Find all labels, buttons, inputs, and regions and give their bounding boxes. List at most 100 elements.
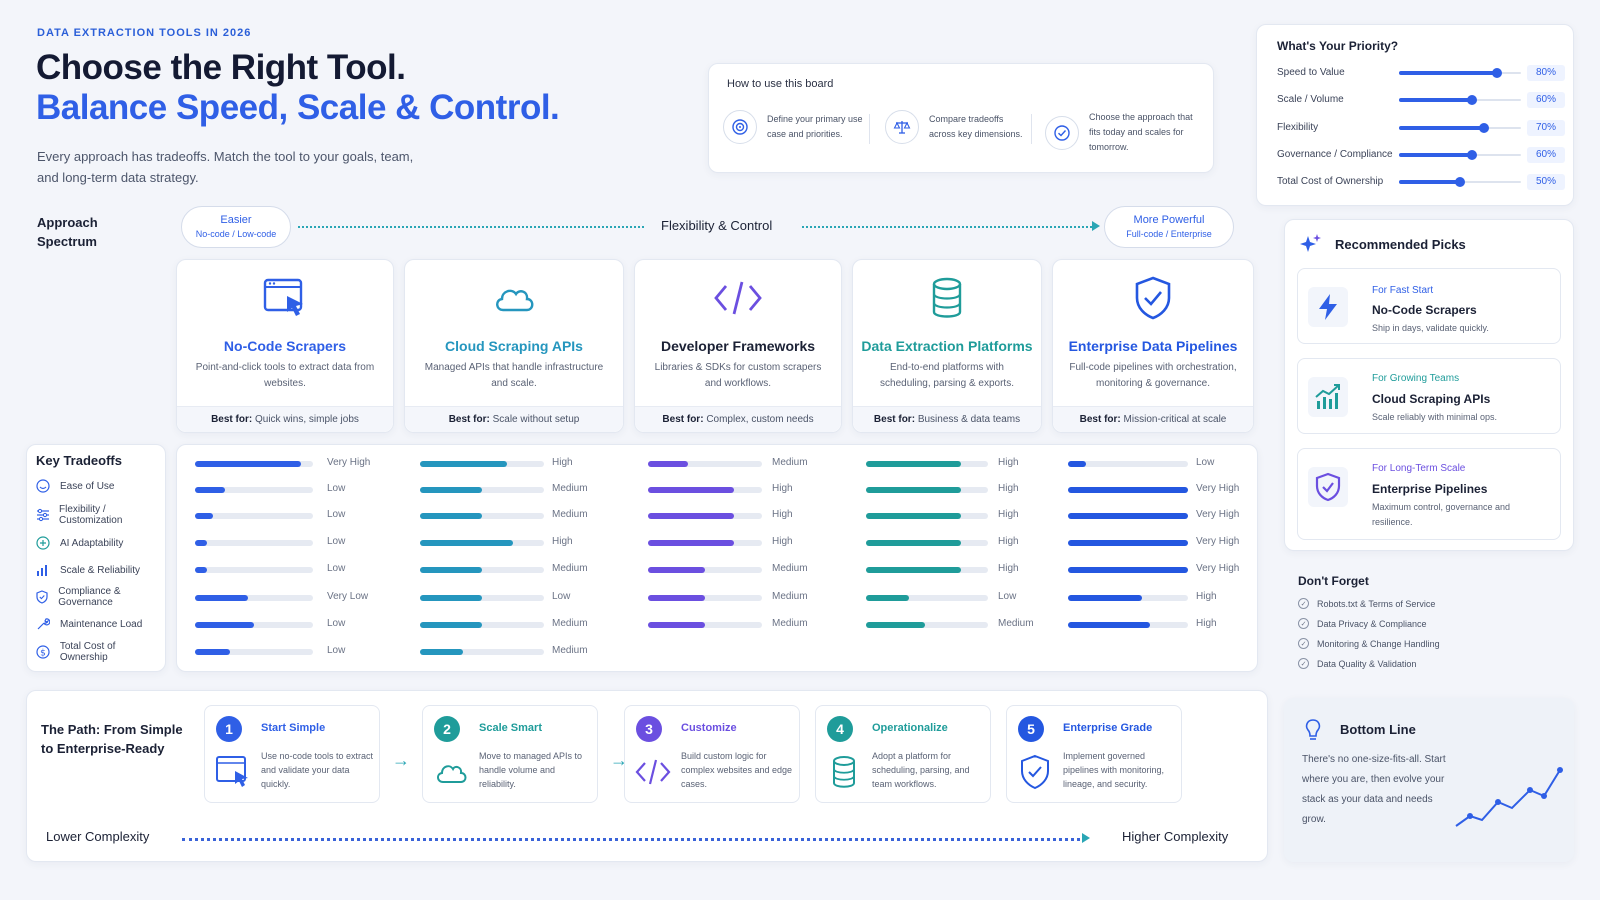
tradeoff-bar: Medium: [420, 643, 620, 661]
tradeoff-rating: Very High: [327, 457, 371, 468]
tool-name: Developer Frameworks: [660, 338, 816, 354]
tool-desc: Full-code pipelines with orchestration, …: [1069, 362, 1237, 389]
tradeoff-rating: Medium: [552, 618, 588, 629]
spectrum-powerful-pill: More Powerful Full-code / Enterprise: [1104, 206, 1234, 248]
spectrum-label: Approach Spectrum: [37, 215, 98, 249]
tradeoff-bar: Medium: [420, 616, 620, 634]
tradeoff-rating: Low: [327, 509, 346, 520]
priority-slider[interactable]: [1399, 123, 1521, 133]
tradeoff-bar-track: [195, 622, 313, 628]
dont-forget-title: Don't Forget: [1298, 574, 1369, 588]
tradeoff-bar-track: [648, 567, 762, 573]
priority-row[interactable]: Scale / Volume 60%: [1277, 92, 1567, 108]
tradeoff-bar: Medium: [420, 561, 620, 579]
tradeoff-bar-track: [195, 595, 313, 601]
priority-row[interactable]: Speed to Value 80%: [1277, 65, 1567, 81]
step-title: Enterprise Grade: [1063, 722, 1153, 734]
tradeoff-bar: High: [866, 481, 1066, 499]
priority-value: 80%: [1527, 65, 1565, 81]
recommended-card[interactable]: For Fast Start No-Code Scrapers Ship in …: [1297, 268, 1561, 344]
tradeoff-bar: Low: [195, 643, 395, 661]
tool-best-for: Best for: Business & data teams: [853, 406, 1041, 432]
priority-slider-handle[interactable]: [1455, 177, 1465, 187]
tradeoff-rating: Medium: [552, 509, 588, 520]
dollar-icon: $: [35, 644, 51, 660]
tool-best-for: Best for: Mission-critical at scale: [1053, 406, 1253, 432]
tradeoff-bar-track: [420, 513, 544, 519]
priority-slider-handle[interactable]: [1479, 123, 1490, 133]
priority-slider-handle[interactable]: [1467, 150, 1478, 160]
priority-slider[interactable]: [1399, 68, 1521, 78]
tradeoff-bar-track: [420, 567, 544, 573]
recommended-title: Recommended Picks: [1335, 237, 1466, 252]
tradeoff-bar: High: [420, 534, 620, 552]
tool-card-cloud-api[interactable]: Cloud Scraping APIs Managed APIs that ha…: [404, 259, 624, 433]
tradeoff-rating: Low: [552, 591, 571, 602]
shield-check-icon: [1308, 467, 1348, 507]
priority-slider-fill: [1399, 71, 1497, 75]
recommended-card[interactable]: For Growing Teams Cloud Scraping APIs Sc…: [1297, 358, 1561, 434]
tool-desc: End-to-end platforms with scheduling, pa…: [880, 362, 1014, 389]
priority-slider[interactable]: [1399, 150, 1521, 160]
tradeoff-bar: Medium: [866, 616, 1066, 634]
tool-card-platforms[interactable]: Data Extraction Platforms End-to-end pla…: [852, 259, 1042, 433]
howto-step: Compare tradeoffs across key dimensions.: [885, 110, 1029, 144]
priority-slider-handle[interactable]: [1467, 95, 1478, 105]
complexity-line: [182, 838, 1080, 841]
tradeoff-bar-fill: [420, 649, 464, 655]
priority-row[interactable]: Total Cost of Ownership 50%: [1277, 174, 1567, 190]
priority-slider[interactable]: [1399, 177, 1521, 187]
step-title: Customize: [681, 722, 737, 734]
tool-card-no-code[interactable]: No-Code Scrapers Point-and-click tools t…: [176, 259, 394, 433]
priority-row[interactable]: Governance / Compliance 60%: [1277, 147, 1567, 163]
sparkle-icon: [1299, 232, 1323, 261]
best-for-label: Best for:: [1079, 414, 1121, 425]
cursor-window-icon: [215, 754, 251, 795]
priority-slider[interactable]: [1399, 95, 1521, 105]
tradeoff-bar-fill: [866, 487, 962, 493]
dimension-label: Scale & Reliability: [60, 564, 141, 576]
tradeoff-bar-track: [866, 595, 988, 601]
tradeoff-dimension: $ Total Cost of Ownership: [35, 641, 165, 663]
path-step[interactable]: 1 Start Simple Use no-code tools to extrac…: [204, 705, 380, 803]
tradeoff-bar: Low: [195, 616, 395, 634]
tradeoff-bar: Medium: [648, 455, 848, 473]
tool-name: Data Extraction Platforms: [861, 338, 1033, 354]
tradeoff-rating: High: [552, 536, 573, 547]
path-step[interactable]: 2 Scale Smart Move to managed APIs to hand…: [422, 705, 598, 803]
path-step[interactable]: 3 Customize Build custom logic for complex…: [624, 705, 800, 803]
growth-chart-icon: [1308, 377, 1348, 417]
spectrum-line-left: [298, 226, 644, 228]
bottom-line-panel: Bottom Line There's no one-size-fits-all…: [1284, 698, 1574, 862]
path-step[interactable]: 5 Enterprise Grade Implement governed pipe…: [1006, 705, 1182, 803]
tool-card-enterprise[interactable]: Enterprise Data Pipelines Full-code pipe…: [1052, 259, 1254, 433]
tradeoff-bar-fill: [866, 461, 962, 467]
lower-complexity-label: Lower Complexity: [46, 829, 150, 844]
checklist-text: Monitoring & Change Handling: [1317, 638, 1440, 649]
tradeoff-bar: High: [648, 507, 848, 525]
recommended-name: Cloud Scraping APIs: [1372, 392, 1491, 406]
tradeoff-bar-fill: [195, 567, 207, 573]
tradeoff-rating: Low: [998, 591, 1017, 602]
tradeoff-bar-track: [195, 513, 313, 519]
tradeoff-bar-fill: [648, 461, 688, 467]
wrench-icon: [35, 616, 51, 632]
arrow-right-icon: →: [610, 750, 628, 770]
recommended-card[interactable]: For Long-Term Scale Enterprise Pipelines…: [1297, 448, 1561, 540]
path-step[interactable]: 4 Operationalize Adopt a platform for sche…: [815, 705, 991, 803]
priority-title: What's Your Priority?: [1277, 39, 1399, 53]
tool-card-dev-frameworks[interactable]: Developer Frameworks Libraries & SDKs fo…: [634, 259, 842, 433]
bar-chart-icon: [35, 562, 51, 578]
tradeoff-rating: High: [998, 563, 1019, 574]
priority-row[interactable]: Flexibility 70%: [1277, 120, 1567, 136]
tradeoff-rating: High: [552, 457, 573, 468]
best-for-value: Scale without setup: [492, 414, 580, 425]
tradeoff-bar: Low: [866, 589, 1066, 607]
dimension-label: Flexibility / Customization: [59, 504, 123, 526]
tradeoff-rating: Medium: [772, 563, 808, 574]
tradeoff-bar-track: [648, 461, 762, 467]
tradeoff-bar-fill: [420, 513, 482, 519]
tradeoff-bar: High: [1068, 589, 1268, 607]
priority-slider-handle[interactable]: [1491, 68, 1502, 78]
tradeoff-bar: Medium: [648, 616, 848, 634]
